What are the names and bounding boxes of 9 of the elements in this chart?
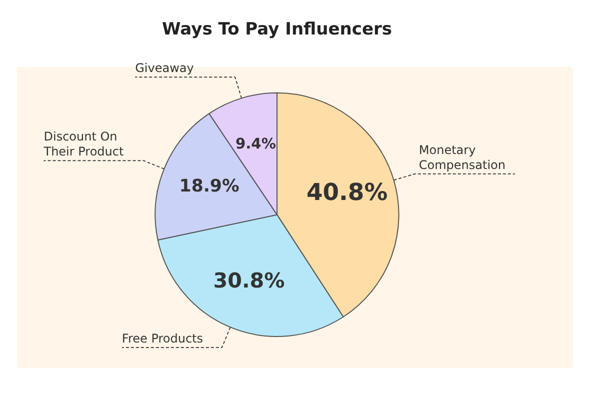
data-label: 40.8% bbox=[306, 178, 388, 206]
slice-label: Free Products bbox=[122, 332, 204, 346]
slice-label: Giveaway bbox=[135, 61, 194, 76]
slice-label: Discount On Their Product bbox=[42, 130, 124, 159]
chart-title: Ways To Pay Influencers bbox=[162, 20, 392, 40]
data-label: 9.4% bbox=[235, 136, 276, 153]
slice-label: Monetary Compensation bbox=[418, 142, 506, 172]
data-label: 18.9% bbox=[179, 176, 240, 197]
data-label: 30.8% bbox=[213, 268, 285, 293]
